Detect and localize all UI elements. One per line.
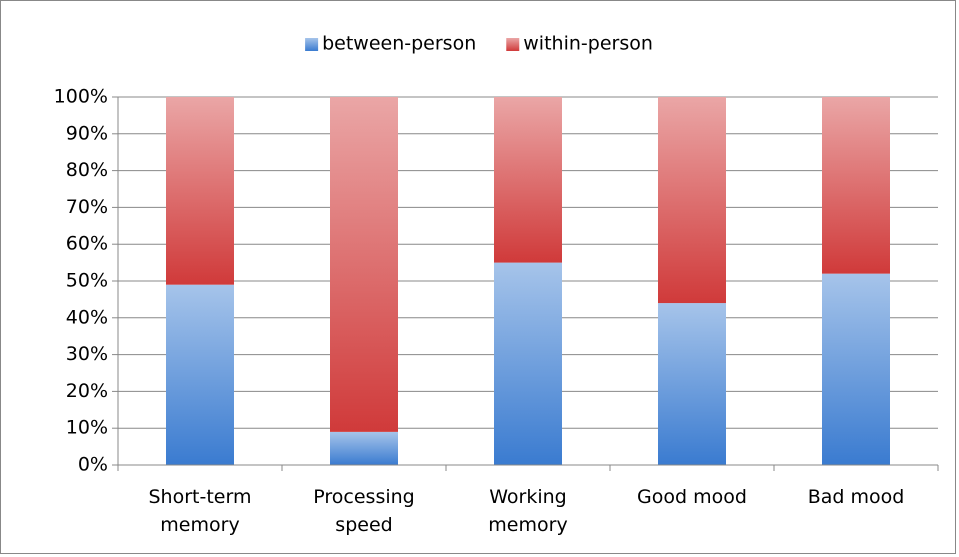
bar-segment: [166, 97, 234, 285]
bar-segment: [658, 303, 726, 465]
x-tick-label: Working memory: [488, 486, 568, 536]
bar-segment: [658, 97, 726, 304]
x-tick-label: Good mood: [637, 486, 747, 508]
x-tick-label: Processing speed: [313, 486, 415, 536]
bar-segment: [494, 262, 562, 465]
y-tick-label: 30%: [66, 343, 108, 365]
y-tick-label: 60%: [66, 233, 108, 255]
bar-segment: [494, 97, 562, 263]
y-tick-label: 10%: [66, 417, 108, 439]
x-tick-label: Bad mood: [807, 486, 905, 508]
y-tick-label: 80%: [66, 159, 108, 181]
bar-segment: [330, 431, 398, 465]
x-tick-label: Short-term memory: [148, 486, 252, 536]
bar-segment: [166, 284, 234, 465]
y-tick-label: 50%: [66, 270, 108, 292]
y-tick-label: 40%: [66, 306, 108, 328]
y-tick-label: 100%: [54, 86, 108, 108]
legend-label: between-person: [322, 33, 476, 55]
y-tick-label: 90%: [66, 122, 108, 144]
bar-segment: [330, 97, 398, 432]
legend-swatch: [305, 38, 319, 51]
y-tick-label: 0%: [78, 454, 108, 476]
y-tick-label: 70%: [66, 196, 108, 218]
legend-label: within-person: [523, 33, 653, 55]
bar-segment: [822, 97, 890, 274]
bar-segment: [822, 273, 890, 465]
y-tick-label: 20%: [66, 380, 108, 402]
legend-swatch: [506, 38, 520, 51]
